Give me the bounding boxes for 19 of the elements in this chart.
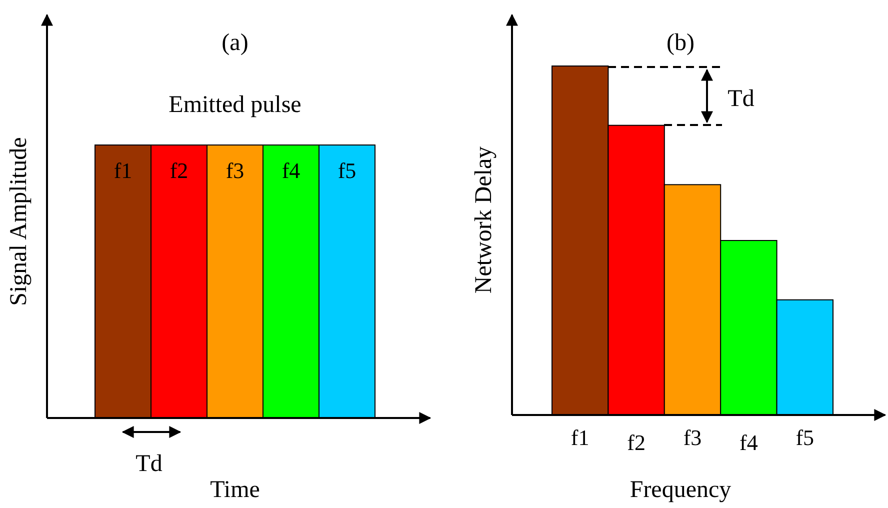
x-tick-label: f3 (226, 158, 244, 183)
x-tick-label: f1 (114, 158, 132, 183)
annotation: Td (728, 86, 754, 112)
y-axis-title: Network Delay (471, 146, 497, 294)
text: Td (136, 451, 162, 477)
x-tick-label: f4 (740, 430, 758, 455)
chart-title: (b) (666, 30, 694, 56)
x-axis-title: Time (210, 477, 260, 503)
x-tick-label: f4 (282, 158, 300, 183)
y-axis-title: Signal Amplitude (6, 137, 32, 306)
x-tick-label: f2 (627, 430, 646, 455)
x-tick-label: f5 (338, 158, 356, 183)
x-axis-title: Frequency (630, 477, 732, 503)
x-tick-label: f3 (683, 425, 702, 450)
x-tick-label: f2 (170, 158, 188, 183)
text: Emitted pulse (168, 92, 302, 118)
x-tick-label: f1 (570, 425, 590, 450)
x-tick-label: f5 (796, 425, 814, 450)
chart-title: (a) (222, 30, 248, 56)
